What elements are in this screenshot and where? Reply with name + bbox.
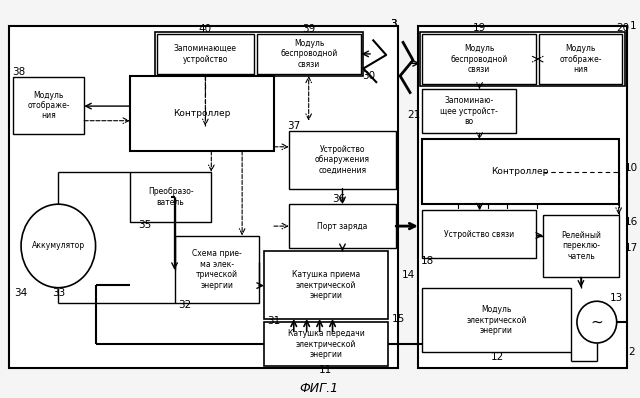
Bar — [418, 26, 627, 368]
Text: 11: 11 — [319, 365, 332, 375]
Text: 16: 16 — [625, 217, 638, 227]
Bar — [422, 34, 536, 84]
Bar — [155, 32, 364, 76]
Text: 35: 35 — [138, 220, 152, 230]
Bar — [264, 251, 388, 319]
Bar — [422, 139, 619, 204]
Text: 3: 3 — [390, 19, 396, 29]
Text: 30: 30 — [362, 71, 375, 81]
Bar — [175, 236, 259, 303]
Bar — [130, 172, 211, 222]
Bar — [9, 26, 398, 368]
Text: 36: 36 — [332, 194, 345, 204]
Text: 20: 20 — [616, 23, 629, 33]
Text: 38: 38 — [12, 66, 25, 77]
Text: 14: 14 — [401, 270, 415, 280]
Text: 37: 37 — [287, 121, 300, 131]
Text: 33: 33 — [52, 288, 65, 298]
Text: Запоминаю-
щее устройст-
во: Запоминаю- щее устройст- во — [440, 96, 498, 126]
Text: Порт заряда: Порт заряда — [317, 222, 367, 230]
Bar — [130, 76, 274, 151]
Text: Модуль
отображе-
ния: Модуль отображе- ния — [559, 44, 602, 74]
Text: Модуль
беспроводной
связи: Модуль беспроводной связи — [451, 44, 508, 74]
Text: 34: 34 — [14, 288, 27, 298]
Text: Контроллер: Контроллер — [173, 109, 230, 118]
Text: 17: 17 — [625, 243, 638, 253]
Text: 39: 39 — [302, 24, 316, 34]
Bar — [422, 211, 536, 258]
Bar — [289, 204, 396, 248]
Bar — [539, 34, 621, 84]
Text: Устройство связи: Устройство связи — [444, 230, 514, 239]
Bar — [257, 34, 362, 74]
Text: 32: 32 — [178, 300, 191, 310]
Text: 40: 40 — [199, 24, 212, 34]
Circle shape — [577, 301, 617, 343]
Text: 1: 1 — [630, 21, 637, 31]
Text: Модуль
беспроводной
связи: Модуль беспроводной связи — [280, 39, 338, 69]
Text: 31: 31 — [268, 316, 280, 326]
Text: 18: 18 — [421, 256, 435, 265]
Text: 13: 13 — [610, 293, 623, 303]
Text: Релейный
переклю-
чатель: Релейный переклю- чатель — [561, 231, 601, 261]
Text: 2: 2 — [628, 347, 635, 357]
Text: 15: 15 — [392, 314, 404, 324]
Text: ~: ~ — [591, 315, 603, 330]
Text: Устройство
обнаружения
соединения: Устройство обнаружения соединения — [315, 145, 370, 175]
Bar — [264, 322, 388, 366]
Bar — [157, 34, 254, 74]
Text: 10: 10 — [625, 163, 638, 173]
Ellipse shape — [21, 204, 95, 288]
Text: 21: 21 — [408, 111, 420, 121]
Text: ФИГ.1: ФИГ.1 — [299, 382, 338, 395]
Bar — [422, 288, 571, 352]
Bar — [420, 32, 625, 86]
Text: Запоминающее
устройство: Запоминающее устройство — [174, 44, 237, 64]
Text: 12: 12 — [491, 351, 504, 361]
Text: Преобразо-
ватель: Преобразо- ватель — [148, 187, 193, 207]
Text: Аккумулятор: Аккумулятор — [32, 242, 85, 250]
Text: 3: 3 — [390, 19, 396, 29]
Bar — [13, 77, 84, 134]
Bar — [289, 131, 396, 189]
Text: Катушка передачи
электрической
энергии: Катушка передачи электрической энергии — [288, 329, 364, 359]
Bar — [422, 90, 516, 133]
Text: Модуль
отображе-
ния: Модуль отображе- ния — [27, 91, 70, 121]
Text: 19: 19 — [473, 23, 486, 33]
Text: Катушка приема
электрической
энергии: Катушка приема электрической энергии — [292, 270, 360, 300]
Text: Схема прие-
ма элек-
трической
энергии: Схема прие- ма элек- трической энергии — [192, 249, 242, 289]
Text: Контроллер: Контроллер — [492, 167, 549, 176]
Text: Модуль
электрической
энергии: Модуль электрической энергии — [467, 305, 527, 335]
Bar — [543, 215, 619, 277]
